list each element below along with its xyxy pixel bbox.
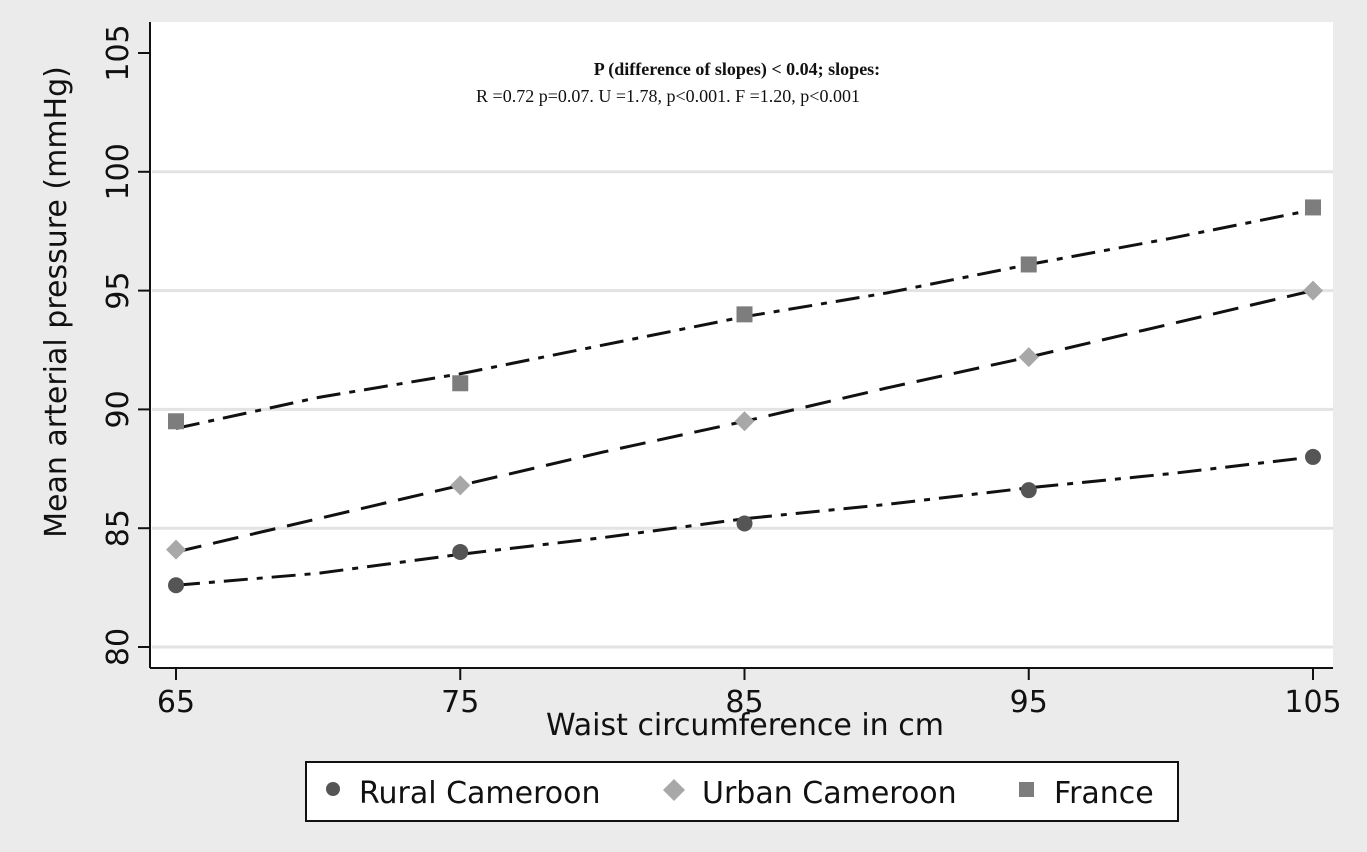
data-point-rural-75 [452,543,469,560]
y-tick-label-80: 80 [101,628,136,666]
legend: Rural Cameroon Urban Cameroon France [305,761,1179,822]
data-markers [166,199,1323,594]
y-tick-label-105: 105 [101,24,136,81]
y-tick-labels: 80 85 90 95 100 105 [101,24,136,666]
data-point-urban-105 [1303,280,1323,301]
data-point-france-105 [1305,199,1321,216]
y-tick-label-100: 100 [101,143,136,200]
x-tick-label-95: 95 [1010,685,1048,720]
x-tick-labels: 65 75 85 95 105 [157,685,1342,720]
x-tick-label-105: 105 [1284,685,1341,720]
data-point-urban-75 [450,475,471,496]
x-tick-label-85: 85 [725,685,763,720]
legend-marker-france [1019,782,1034,797]
data-point-france-65 [168,413,184,430]
data-point-urban-65 [166,539,186,560]
data-point-france-95 [1020,256,1037,273]
legend-label-rural: Rural Cameroon [359,776,601,811]
y-tick-label-95: 95 [101,272,136,310]
data-point-urban-95 [1018,347,1039,368]
data-point-france-75 [452,375,469,392]
legend-label-france: France [1054,776,1154,811]
y-tick-label-90: 90 [101,390,136,428]
y-tick-label-85: 85 [101,509,136,547]
x-axis-title: Waist circumference in cm [546,708,944,743]
data-point-france-85 [736,306,753,323]
x-tick-label-65: 65 [157,685,195,720]
gridlines [152,170,1333,649]
data-point-rural-105 [1305,448,1321,465]
annotation-slopes: R =0.72 p=0.07. U =1.78, p<0.001. F =1.2… [476,86,860,106]
data-point-rural-85 [736,515,753,532]
legend-marker-urban [663,779,685,801]
data-point-rural-95 [1020,482,1037,499]
data-point-rural-65 [168,577,184,594]
x-tick-label-75: 75 [441,685,479,720]
plot-area [150,22,1333,668]
legend-marker-rural [326,782,340,796]
axes [138,22,1333,680]
annotation-title: P (difference of slopes) < 0.04; slopes: [594,59,880,80]
y-axis-title: Mean arterial pressure (mmHg) [39,66,74,538]
legend-label-urban: Urban Cameroon [702,776,957,811]
data-point-urban-85 [734,411,755,432]
